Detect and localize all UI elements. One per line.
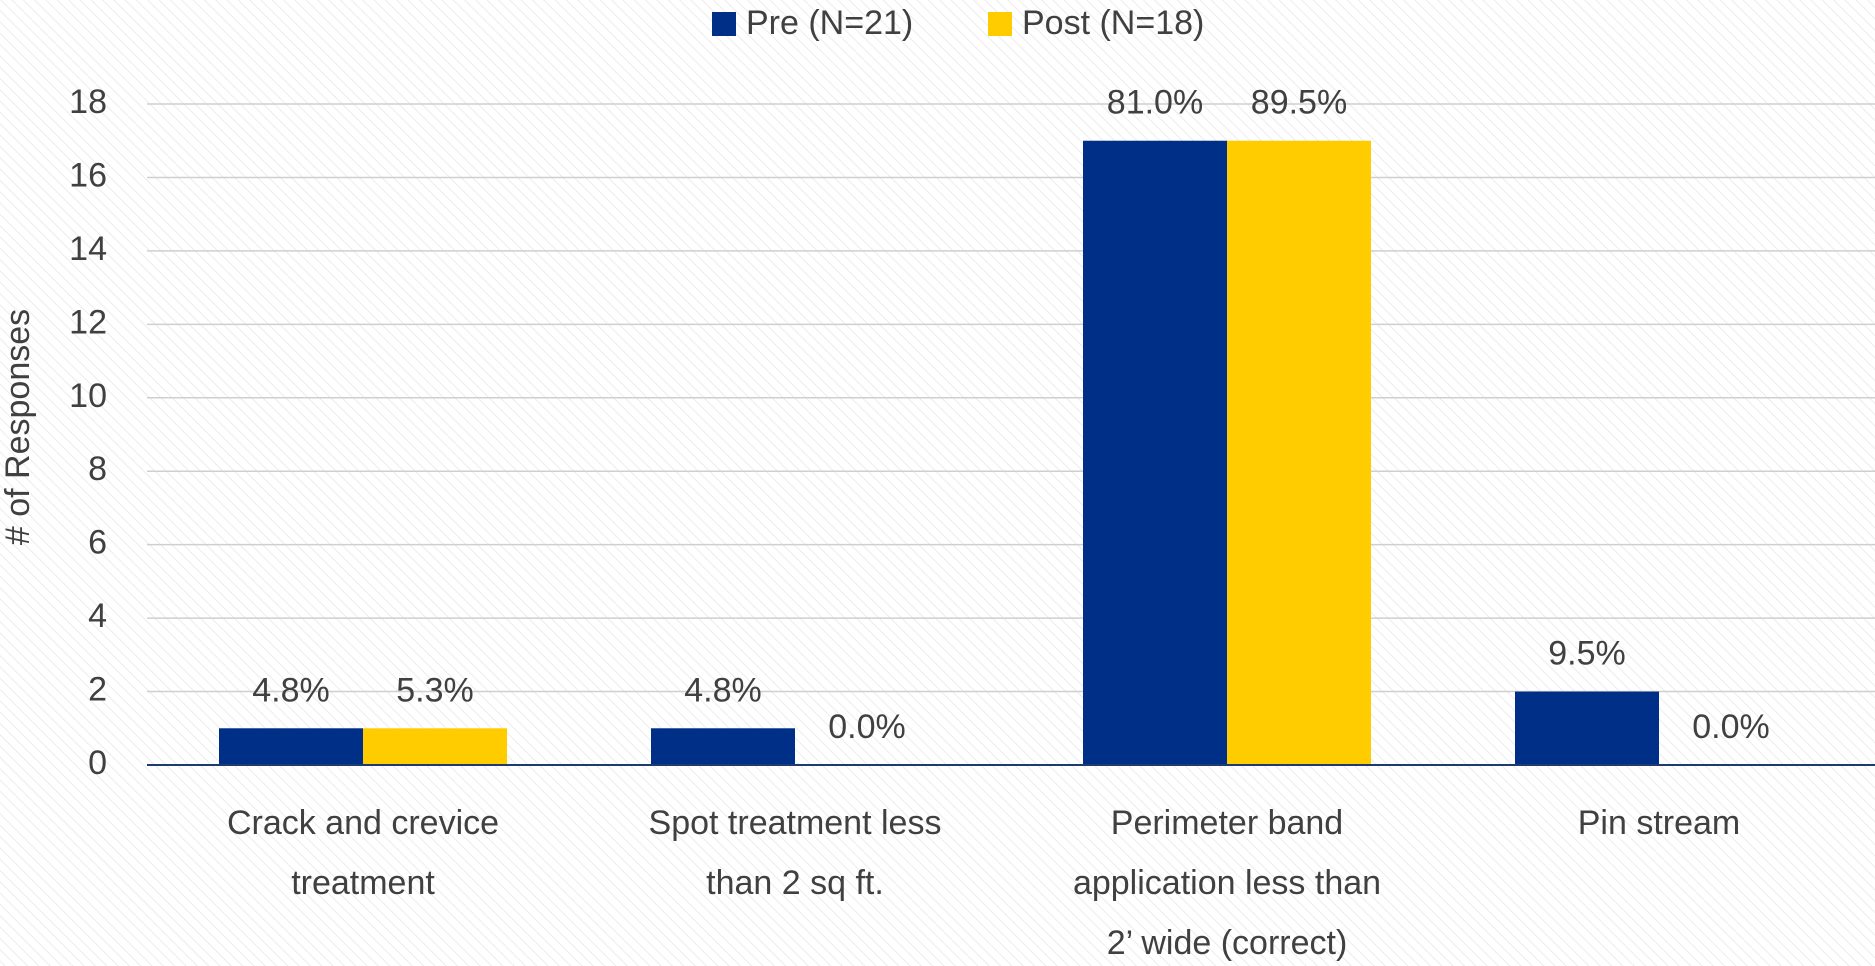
x-tick-label: Spot treatment less than 2 sq ft. <box>649 804 942 902</box>
bar <box>219 728 363 765</box>
y-tick-label: 10 <box>69 377 107 415</box>
data-label: 4.8% <box>684 671 762 709</box>
data-label: 0.0% <box>1692 708 1770 746</box>
legend-swatch <box>988 12 1012 36</box>
y-tick-label: 16 <box>69 156 107 194</box>
legend-label: Pre (N=21) <box>746 4 913 42</box>
y-tick-label: 8 <box>88 450 107 488</box>
bar <box>363 728 507 765</box>
y-tick-label: 14 <box>69 230 107 268</box>
x-tick-label: Crack and crevice treatment <box>227 804 499 902</box>
y-tick-label: 12 <box>69 303 107 341</box>
legend-swatch <box>712 12 736 36</box>
y-tick-label: 6 <box>88 524 107 562</box>
bar <box>1515 691 1659 765</box>
data-label: 9.5% <box>1548 635 1626 673</box>
y-tick-label: 0 <box>88 744 107 782</box>
bar <box>651 728 795 765</box>
x-tick-label: Pin stream <box>1578 804 1741 842</box>
data-label: 89.5% <box>1251 84 1347 122</box>
legend-label: Post (N=18) <box>1022 4 1204 42</box>
bar <box>1083 140 1227 765</box>
data-label: 5.3% <box>396 671 474 709</box>
legend: Pre (N=21) Post (N=18) <box>712 4 1204 42</box>
y-tick-label: 18 <box>69 83 107 121</box>
data-label: 4.8% <box>252 671 330 709</box>
bar <box>1227 140 1371 765</box>
x-tick-label: Perimeter band application less than 2’ wi… <box>1073 804 1381 962</box>
data-label: 81.0% <box>1107 84 1203 122</box>
y-tick-label: 4 <box>88 597 107 635</box>
y-axis-label: # of Responses <box>0 309 37 545</box>
y-tick-label: 2 <box>88 671 107 709</box>
data-label: 0.0% <box>828 708 906 746</box>
